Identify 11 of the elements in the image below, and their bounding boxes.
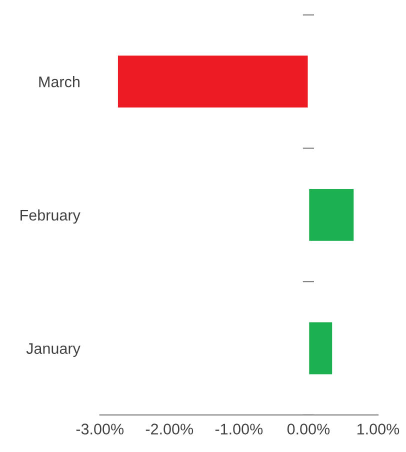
- y-tick-label: February: [20, 209, 80, 224]
- bar: [308, 320, 334, 376]
- y-tick-label: March: [39, 76, 80, 88]
- bar: [116, 54, 310, 109]
- x-tick-label: 1.00%: [357, 424, 400, 434]
- x-tick-label: -3.00%: [76, 424, 124, 434]
- y-tick-label: January: [26, 343, 80, 357]
- x-tick-label: -2.00%: [146, 424, 194, 434]
- x-tick-label: 0.00%: [287, 424, 330, 434]
- bar: [308, 188, 356, 242]
- x-tick-label: -1.00%: [215, 424, 263, 434]
